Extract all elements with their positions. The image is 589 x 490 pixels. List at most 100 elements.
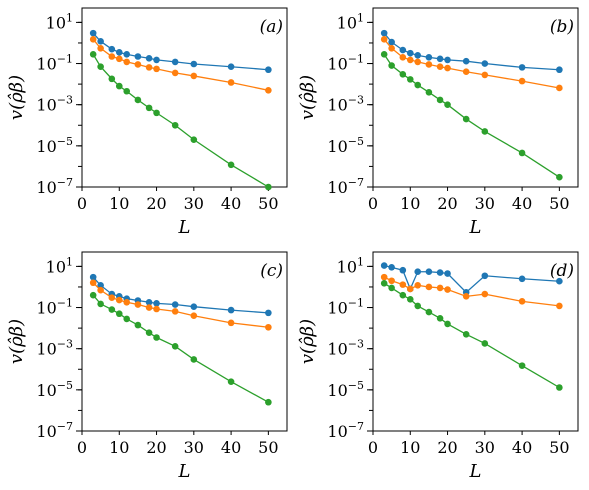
x-tick-label: 10	[109, 194, 129, 213]
data-point	[115, 296, 123, 304]
data-point	[153, 65, 160, 73]
data-point	[227, 306, 235, 314]
data-point	[134, 96, 142, 104]
y-tick-label: 10−3	[327, 94, 364, 115]
data-point	[556, 173, 563, 181]
data-point	[518, 298, 526, 305]
data-point	[145, 304, 153, 311]
data-point	[227, 319, 235, 327]
data-point	[97, 300, 104, 308]
data-point	[481, 272, 489, 280]
data-point	[518, 362, 526, 369]
y-tick-label: 10−1	[36, 53, 73, 74]
data-point	[436, 314, 444, 322]
data-point	[425, 89, 433, 96]
data-point	[388, 264, 395, 271]
series-line	[92, 38, 269, 91]
data-point	[134, 61, 142, 68]
data-point	[89, 291, 97, 299]
series-3	[89, 291, 272, 406]
data-point	[153, 109, 160, 117]
data-point	[436, 55, 444, 63]
y-axis-label: v(ρ̂β)	[297, 75, 318, 120]
data-point	[265, 183, 272, 191]
data-point	[462, 57, 470, 65]
y-axis-label: v(ρ̂β)	[6, 319, 27, 364]
x-tick-label: 10	[400, 438, 420, 457]
data-point	[145, 298, 153, 306]
x-axis-label: L	[178, 461, 191, 482]
x-tick-label: 0	[77, 194, 87, 213]
y-tick-label: 101	[337, 255, 364, 276]
y-tick-label: 101	[46, 255, 73, 276]
x-tick-label: 50	[258, 194, 278, 213]
data-point	[556, 84, 563, 92]
data-point	[153, 305, 160, 313]
x-tick-label: 10	[400, 194, 420, 213]
data-point	[388, 38, 395, 46]
data-point	[380, 273, 388, 281]
data-point	[134, 53, 142, 60]
x-tick-label: 50	[549, 438, 569, 457]
data-point	[388, 45, 395, 52]
data-point	[97, 63, 104, 71]
data-point	[89, 51, 97, 58]
data-point	[97, 286, 104, 294]
data-point	[123, 51, 131, 58]
data-point	[444, 56, 451, 64]
x-tick-label: 20	[437, 194, 457, 213]
y-tick-label: 10−5	[36, 135, 73, 156]
series-2	[380, 36, 563, 92]
series-3	[380, 280, 563, 391]
data-point	[414, 81, 422, 89]
data-point	[462, 115, 470, 123]
x-tick-label: 30	[184, 438, 204, 457]
data-point	[556, 384, 563, 391]
chart-panel-1: 0 10 20 30 40 50 10−7 10−5 10−3 10−1 101 Lv(ρ̂β) (a)	[6, 7, 288, 238]
panel-label: (d)	[550, 261, 574, 281]
data-point	[399, 54, 407, 61]
data-point	[406, 285, 414, 293]
data-point	[425, 268, 433, 276]
data-point	[518, 149, 526, 157]
x-tick-label: 20	[146, 194, 166, 213]
y-tick-label: 10−7	[327, 176, 364, 197]
data-point	[108, 53, 116, 60]
data-point	[97, 282, 104, 289]
y-tick-label: 101	[46, 11, 73, 32]
x-tick-label: 30	[475, 438, 495, 457]
data-point	[108, 294, 116, 302]
data-point	[425, 283, 433, 291]
data-point	[388, 284, 395, 292]
data-point	[380, 262, 388, 269]
data-point	[171, 58, 179, 66]
data-point	[123, 58, 131, 66]
data-point	[481, 128, 489, 135]
data-point	[444, 101, 451, 108]
data-point	[444, 64, 451, 72]
data-point	[380, 280, 388, 287]
data-point	[414, 58, 422, 66]
data-point	[171, 343, 179, 350]
panel-label: (c)	[260, 261, 283, 281]
data-point	[556, 277, 563, 285]
data-point	[406, 56, 414, 64]
data-point	[406, 296, 414, 303]
data-point	[388, 62, 395, 69]
data-point	[123, 315, 131, 323]
data-point	[444, 320, 451, 328]
data-point	[190, 303, 198, 310]
data-point	[108, 75, 116, 83]
data-point	[556, 66, 563, 74]
data-point	[190, 72, 198, 80]
data-point	[153, 56, 160, 64]
data-point	[171, 301, 179, 308]
data-point	[399, 46, 407, 54]
data-point	[89, 279, 97, 287]
data-point	[425, 308, 433, 316]
data-point	[115, 82, 123, 90]
data-point	[436, 63, 444, 71]
x-tick-label: 40	[512, 438, 532, 457]
data-point	[145, 64, 153, 71]
plot-frame	[81, 251, 288, 432]
